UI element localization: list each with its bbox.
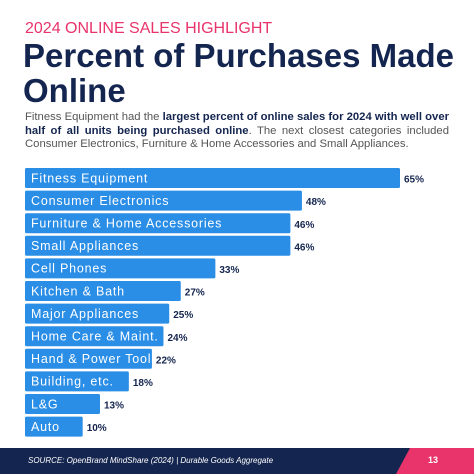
- title: Percent of Purchases Made Online: [23, 37, 454, 109]
- value-label: 22%: [156, 355, 176, 366]
- bar-label: L&G: [31, 397, 58, 411]
- value-label: 33%: [219, 265, 239, 276]
- bar-label: Kitchen & Bath: [31, 284, 125, 298]
- kicker: 2024 ONLINE SALES HIGHLIGHT: [25, 20, 273, 37]
- source: SOURCE: OpenBrand MindShare (2024) | Dur…: [28, 456, 274, 465]
- bar-label: Fitness Equipment: [31, 171, 148, 185]
- footer: SOURCE: OpenBrand MindShare (2024) | Dur…: [0, 448, 474, 474]
- description-text: . The next closest categories included C…: [25, 124, 449, 151]
- bar: [25, 213, 291, 234]
- value-label: 24%: [167, 333, 187, 344]
- value-label: 46%: [294, 220, 314, 231]
- bar-label: Major Appliances: [31, 307, 139, 321]
- page-badge: 13: [396, 448, 474, 474]
- value-label: 48%: [306, 197, 326, 208]
- bar: [25, 394, 100, 414]
- value-label: 25%: [173, 310, 193, 321]
- value-label: 18%: [133, 378, 153, 389]
- bar-label: Consumer Electronics: [31, 194, 169, 208]
- bar-label: Small Appliances: [31, 239, 139, 253]
- bar: [25, 303, 170, 324]
- bar: [25, 168, 400, 188]
- page-number: 13: [428, 455, 439, 465]
- chart: Fitness Equipment 65% Consumer Electronics…: [25, 168, 424, 437]
- bar-label: Building, etc.: [31, 375, 114, 389]
- bar: [25, 258, 216, 279]
- bar: [25, 235, 291, 256]
- bar: [25, 371, 129, 392]
- value-label: 46%: [294, 242, 314, 253]
- bar: [25, 348, 152, 369]
- bar-label: Cell Phones: [31, 262, 107, 276]
- bar-label: Furniture & Home Accessories: [31, 216, 222, 230]
- value-label: 10%: [87, 423, 107, 434]
- value-label: 13%: [104, 401, 124, 412]
- bar: [25, 190, 302, 211]
- description-highlight: largest percent of online sales for 2024…: [25, 111, 449, 137]
- bar: [25, 281, 181, 301]
- value-label: 65%: [404, 175, 424, 186]
- bar-label: Auto: [31, 420, 60, 434]
- bar-label: Hand & Power Tools: [31, 352, 158, 366]
- bar: [25, 326, 164, 347]
- bar: [25, 416, 83, 437]
- description-text: Fitness Equipment had the: [25, 111, 163, 123]
- value-label: 27%: [185, 288, 205, 299]
- bar-label: Home Care & Maint.: [31, 329, 159, 343]
- description: Fitness Equipment had the largest percen…: [25, 111, 449, 152]
